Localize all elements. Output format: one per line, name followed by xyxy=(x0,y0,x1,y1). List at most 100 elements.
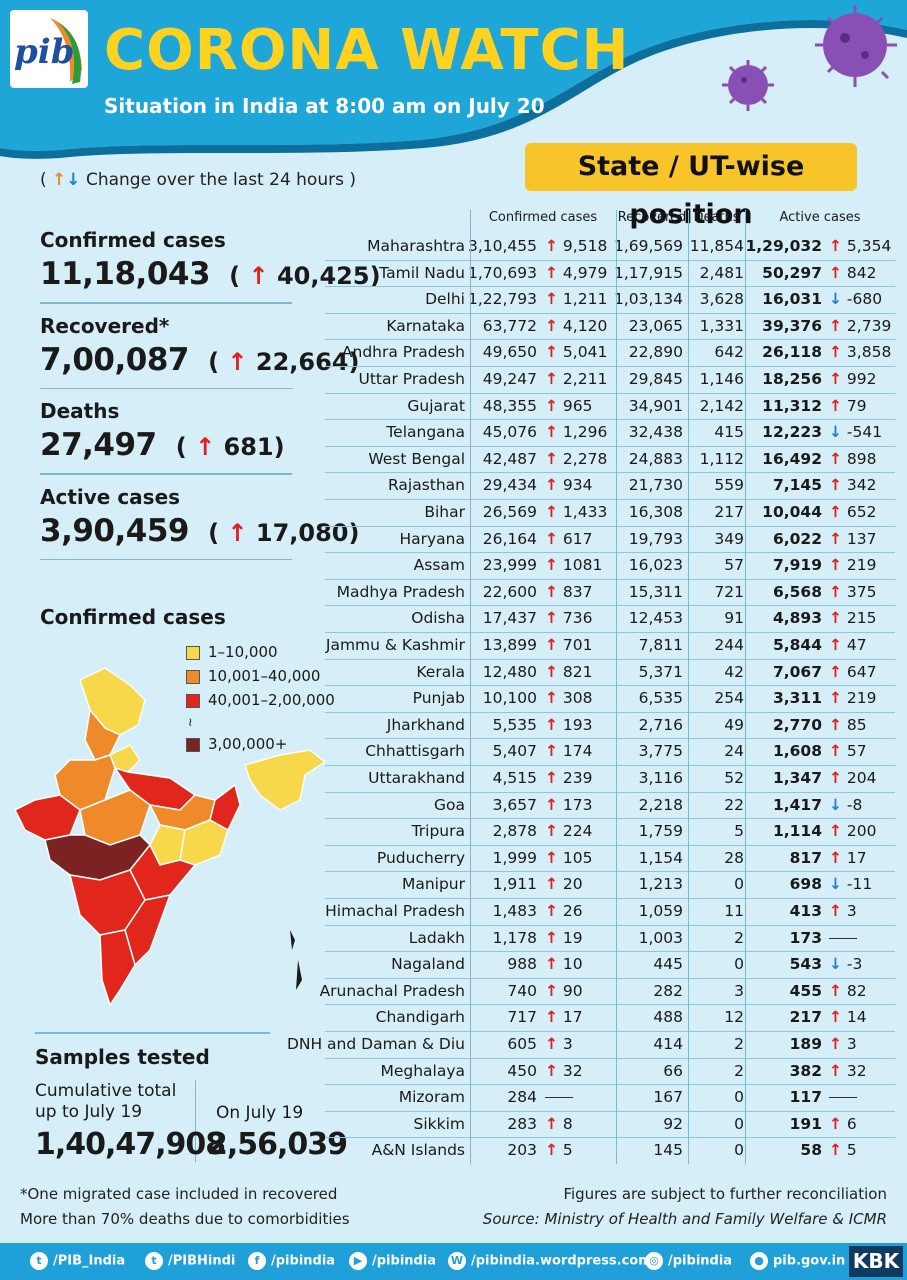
arrow-up-icon: ↑ xyxy=(545,928,558,947)
arrow-up-icon: ↑ xyxy=(829,556,842,575)
arrow-up-icon: ↑ xyxy=(227,347,248,376)
arrow-up-icon: ↑ xyxy=(545,237,558,255)
row-divider xyxy=(325,286,895,288)
column-divider xyxy=(745,210,746,1164)
recovered-value: 2,218 xyxy=(638,795,683,814)
confirmed-change-value: 5,041 xyxy=(558,343,608,362)
deaths-value: 0 xyxy=(734,955,744,974)
arrow-down-icon: ↓ xyxy=(829,795,842,814)
confirmed-value: 450 xyxy=(507,1061,537,1080)
social-link[interactable]: ◎ /pibindia xyxy=(645,1252,732,1270)
active-change: ↑ 137 xyxy=(829,526,877,553)
active-change xyxy=(829,1084,857,1111)
confirmed-value: 1,911 xyxy=(492,875,537,894)
recovered-value: 1,03,134 xyxy=(613,290,683,309)
active-change-value: 47 xyxy=(842,636,867,654)
recovered-value: 1,154 xyxy=(638,848,683,867)
active-value: 1,608 xyxy=(772,742,822,761)
social-label: /pibindia xyxy=(668,1253,733,1269)
arrow-up-icon: ↑ xyxy=(545,449,558,468)
active-value: 191 xyxy=(789,1114,822,1133)
state-name: Maharashtra xyxy=(367,237,465,255)
row-divider xyxy=(325,658,895,660)
confirmed-value: 203 xyxy=(507,1141,537,1160)
arrow-up-icon: ↑ xyxy=(829,636,842,654)
instagram-icon: ◎ xyxy=(645,1252,663,1270)
confirmed-value: 48,355 xyxy=(482,396,537,415)
confirmed-change-value: 174 xyxy=(558,742,593,761)
social-link[interactable]: t/PIBHindi xyxy=(145,1252,235,1270)
row-divider xyxy=(325,605,895,607)
confirmed-change-value: 2,211 xyxy=(558,370,608,388)
arrow-up-icon: ↑ xyxy=(545,1008,558,1027)
confirmed-change: ↑ 1,433 xyxy=(545,499,607,526)
social-link[interactable]: ● pib.gov.in xyxy=(750,1252,845,1270)
col-header-confirmed: Confirmed cases xyxy=(488,210,598,225)
active-value: 173 xyxy=(789,928,822,947)
active-change-value: 3 xyxy=(842,902,857,920)
confirmed-value: 1,483 xyxy=(492,902,537,920)
arrow-down-icon: ↓ xyxy=(829,423,842,442)
table-row: Jammu & Kashmir 13,899 ↑ 701 7,811 244 5,844 ↑… xyxy=(325,632,895,659)
row-divider xyxy=(325,1057,895,1059)
confirmed-change-value: 736 xyxy=(558,609,593,628)
social-link[interactable]: t/PIB_India xyxy=(30,1252,125,1270)
arrow-up-icon: ↑ xyxy=(545,316,558,335)
table-row: West Bengal 42,487 ↑ 2,278 24,883 1,112 16,49… xyxy=(325,446,895,473)
recovered-value: 34,901 xyxy=(628,396,683,415)
deaths-value: 2 xyxy=(734,1035,744,1053)
active-change: ↑ 219 xyxy=(829,685,877,712)
recovered-value: 21,730 xyxy=(628,476,683,495)
recovered-value: 2,716 xyxy=(638,715,683,734)
deaths-value: 2 xyxy=(734,1061,744,1080)
confirmed-change: ↑ 26 xyxy=(545,898,583,925)
active-change-value: 200 xyxy=(842,822,877,841)
row-divider xyxy=(325,472,895,474)
arrow-up-icon: ↑ xyxy=(545,503,558,521)
active-value: 5,844 xyxy=(772,636,822,654)
row-divider xyxy=(325,525,895,527)
arrow-up-icon: ↑ xyxy=(829,769,842,787)
state-name: Rajasthan xyxy=(387,476,465,495)
confirmed-value: 49,650 xyxy=(482,343,537,362)
table-row: Himachal Pradesh 1,483 ↑ 26 1,059 11 413 ↑ 3 xyxy=(325,898,895,925)
arrow-up-icon: ↑ xyxy=(545,742,558,761)
virus-icon xyxy=(722,5,897,111)
row-divider xyxy=(325,898,895,899)
confirmed-change-value: 821 xyxy=(558,662,593,681)
social-link[interactable]: ▶ /pibindia xyxy=(349,1252,436,1270)
active-change: ↓ -680 xyxy=(829,286,882,313)
header-wave xyxy=(0,0,907,159)
header: pib CORONA WATCH Situation in India at 8… xyxy=(0,0,907,159)
active-change xyxy=(829,925,857,952)
social-label: pib.gov.in xyxy=(773,1253,846,1269)
deaths-value: 0 xyxy=(734,875,744,894)
confirmed-value: 26,164 xyxy=(482,529,537,548)
col-header-recovered: Recovered xyxy=(617,210,687,225)
confirmed-change: ↑ 4,979 xyxy=(545,260,607,287)
confirmed-change-value: 9,518 xyxy=(558,237,608,255)
confirmed-change: ↑ 701 xyxy=(545,632,593,659)
arrow-up-icon: ↑ xyxy=(829,476,842,495)
state-name: Meghalaya xyxy=(380,1061,465,1080)
active-change-value: -8 xyxy=(842,795,863,814)
row-divider xyxy=(325,259,895,261)
confirmed-value: 3,10,455 xyxy=(467,237,537,255)
state-name: Arunachal Pradesh xyxy=(319,981,465,1000)
row-divider xyxy=(325,1137,895,1139)
active-value: 2,770 xyxy=(772,715,822,734)
confirmed-change: ↑ 17 xyxy=(545,1004,583,1031)
social-link[interactable]: f/pibindia xyxy=(248,1252,335,1270)
arrow-up-icon: ↑ xyxy=(545,529,558,548)
divider xyxy=(40,558,292,560)
active-change-value: 32 xyxy=(842,1061,867,1080)
row-divider xyxy=(325,1031,895,1032)
confirmed-value: 17,437 xyxy=(482,609,537,628)
confirmed-value: 740 xyxy=(507,981,537,1000)
active-change: ↑ 79 xyxy=(829,393,867,420)
active-change: ↑ 215 xyxy=(829,605,877,632)
confirmed-value: 988 xyxy=(507,955,537,974)
confirmed-value: 5,535 xyxy=(492,715,537,734)
social-link[interactable]: W/pibindia.wordpress.com xyxy=(448,1252,652,1270)
recovered-label: Recovered* xyxy=(40,313,170,338)
